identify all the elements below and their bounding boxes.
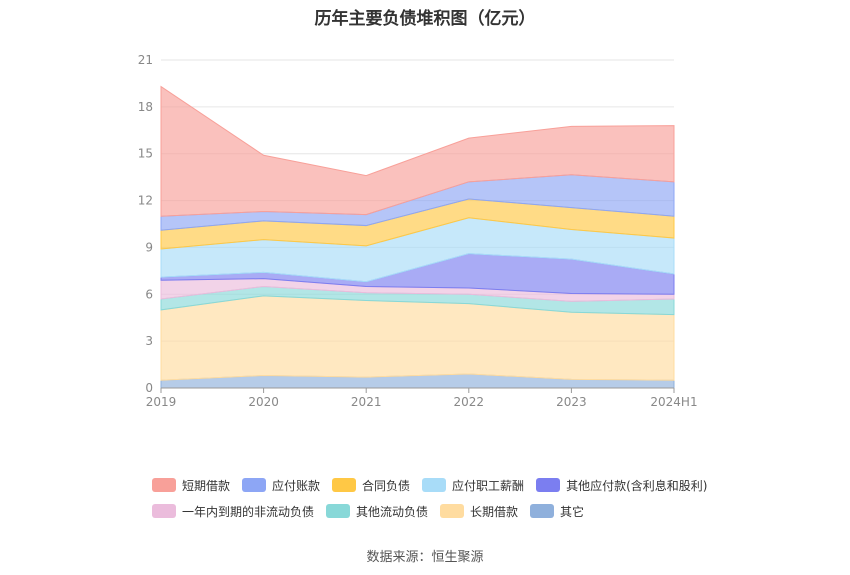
x-tick-label: 2023 <box>556 395 587 409</box>
legend-swatch <box>332 478 357 492</box>
legend-item[interactable]: 其他应付款(含利息和股利) <box>536 477 707 494</box>
legend-swatch <box>242 478 267 492</box>
legend-swatch <box>536 478 561 492</box>
legend-row: 短期借款 应付账款 合同负债 应付职工薪酬 其他应付款(含利息和股利) <box>152 472 752 498</box>
legend-label: 合同负债 <box>362 478 411 493</box>
y-tick-label: 21 <box>138 53 153 67</box>
legend-swatch <box>440 504 465 518</box>
legend-row: 一年内到期的非流动负债 其他流动负债 长期借款 其它 <box>152 498 752 524</box>
area-series-短期借款[interactable] <box>160 85 675 217</box>
x-tick-label: 2022 <box>454 395 485 409</box>
legend-item[interactable]: 应付账款 <box>242 477 320 494</box>
legend-swatch <box>422 478 447 492</box>
area-series <box>160 85 675 389</box>
legend-item[interactable]: 短期借款 <box>152 477 230 494</box>
x-tick-label: 2024H1 <box>650 395 697 409</box>
legend-item[interactable]: 合同负债 <box>332 477 410 494</box>
legend-item[interactable]: 其他流动负债 <box>326 503 428 520</box>
legend-swatch <box>530 504 555 518</box>
y-tick-label: 3 <box>145 334 153 348</box>
x-tick-label: 2020 <box>248 395 279 409</box>
x-tick-label: 2019 <box>146 395 177 409</box>
legend-label: 应付职工薪酬 <box>452 478 525 493</box>
legend-label: 一年内到期的非流动负债 <box>182 504 315 519</box>
legend-label: 应付账款 <box>272 478 321 493</box>
y-tick-label: 15 <box>138 147 153 161</box>
y-tick-label: 0 <box>145 381 153 395</box>
legend: 短期借款 应付账款 合同负债 应付职工薪酬 其他应付款(含利息和股利) 一年内到期的非流动… <box>152 472 752 524</box>
legend-item[interactable]: 一年内到期的非流动负债 <box>152 503 314 520</box>
legend-swatch <box>152 504 176 518</box>
legend-label: 其他流动负债 <box>356 504 429 519</box>
legend-swatch <box>326 504 351 518</box>
legend-item[interactable]: 其它 <box>530 503 584 520</box>
y-tick-label: 9 <box>145 240 153 254</box>
legend-label: 长期借款 <box>470 504 519 519</box>
legend-label: 其他应付款(含利息和股利) <box>566 478 708 493</box>
y-tick-label: 6 <box>145 287 153 301</box>
legend-item[interactable]: 长期借款 <box>440 503 518 520</box>
legend-label: 短期借款 <box>182 478 231 493</box>
x-tick-label: 2021 <box>351 395 382 409</box>
legend-label: 其它 <box>560 504 585 519</box>
y-tick-label: 12 <box>138 194 153 208</box>
y-tick-label: 18 <box>138 100 153 114</box>
data-source: 数据来源：恒生聚源 <box>366 550 484 565</box>
chart-title: 历年主要负债堆积图（亿元） <box>314 9 536 29</box>
legend-swatch <box>152 478 176 492</box>
stacked-area-chart: 0 3 6 9 12 15 18 21 2019 2020 2021 2022 2023 2024H1 <box>138 53 698 409</box>
axes: 0 3 6 9 12 15 18 21 2019 2020 2021 2022 2023 2024H1 <box>138 53 698 409</box>
legend-item[interactable]: 应付职工薪酬 <box>422 477 524 494</box>
